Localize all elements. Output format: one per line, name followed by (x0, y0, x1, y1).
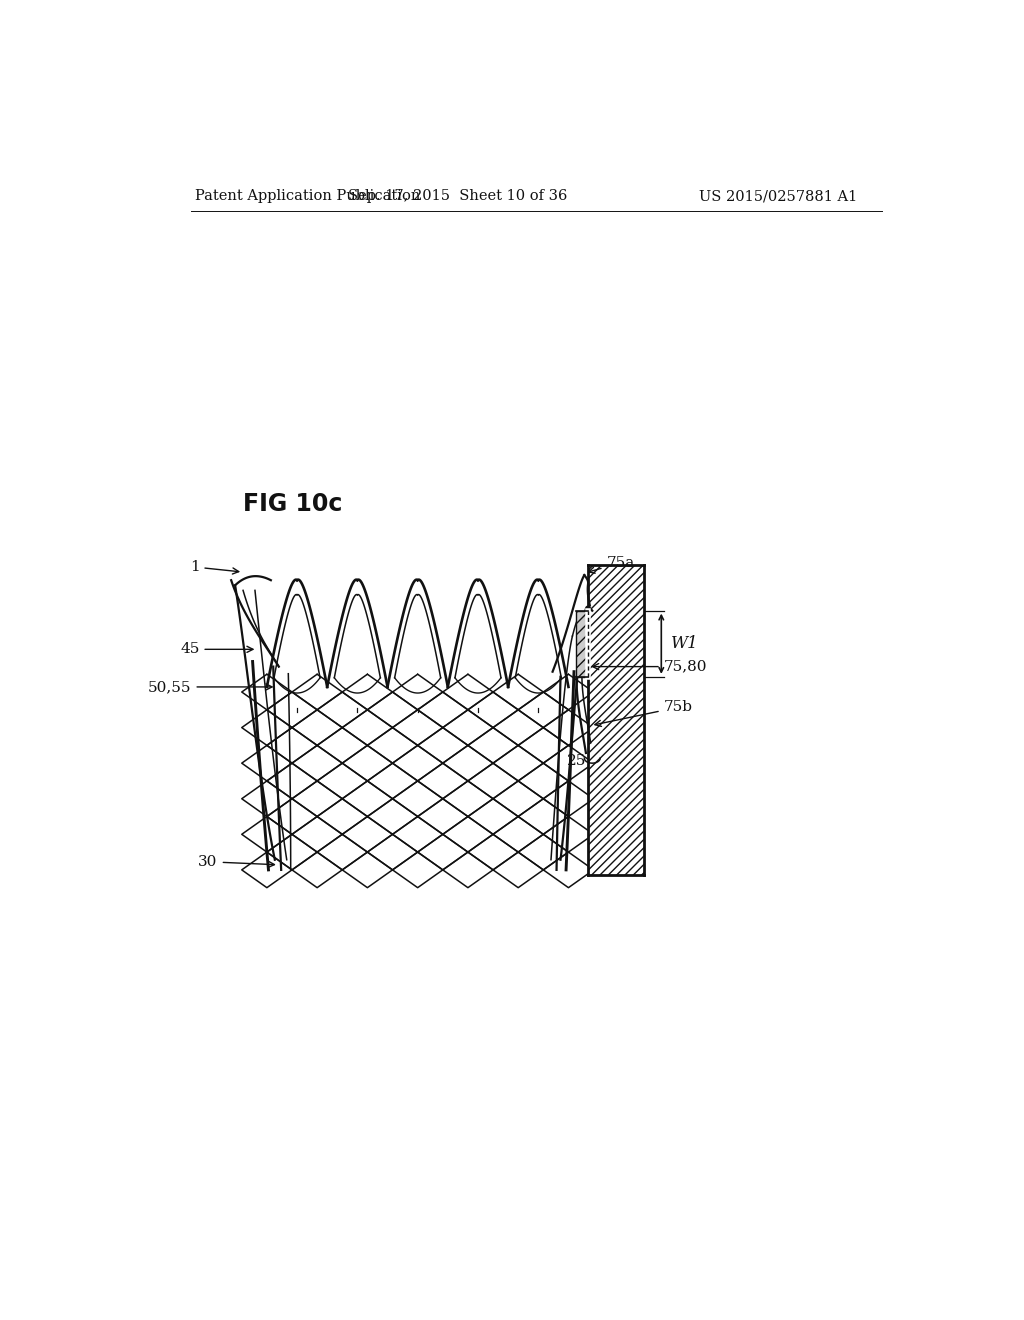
Bar (588, 565, 644, 875)
Text: Sep. 17, 2015  Sheet 10 of 36: Sep. 17, 2015 Sheet 10 of 36 (348, 189, 567, 203)
Text: W1: W1 (671, 635, 698, 652)
Text: Patent Application Publication: Patent Application Publication (196, 189, 421, 203)
Text: FIG 10c: FIG 10c (243, 492, 342, 516)
Text: 45: 45 (180, 643, 253, 656)
Text: 25: 25 (566, 754, 586, 768)
Text: US 2015/0257881 A1: US 2015/0257881 A1 (699, 189, 858, 203)
Text: 75,80: 75,80 (593, 660, 708, 673)
Text: 75b: 75b (595, 700, 692, 726)
Text: 1: 1 (189, 560, 239, 574)
Text: 75a: 75a (589, 556, 635, 573)
Text: 50,55: 50,55 (148, 680, 272, 694)
Text: 30: 30 (199, 855, 274, 869)
Bar (577, 611, 588, 677)
